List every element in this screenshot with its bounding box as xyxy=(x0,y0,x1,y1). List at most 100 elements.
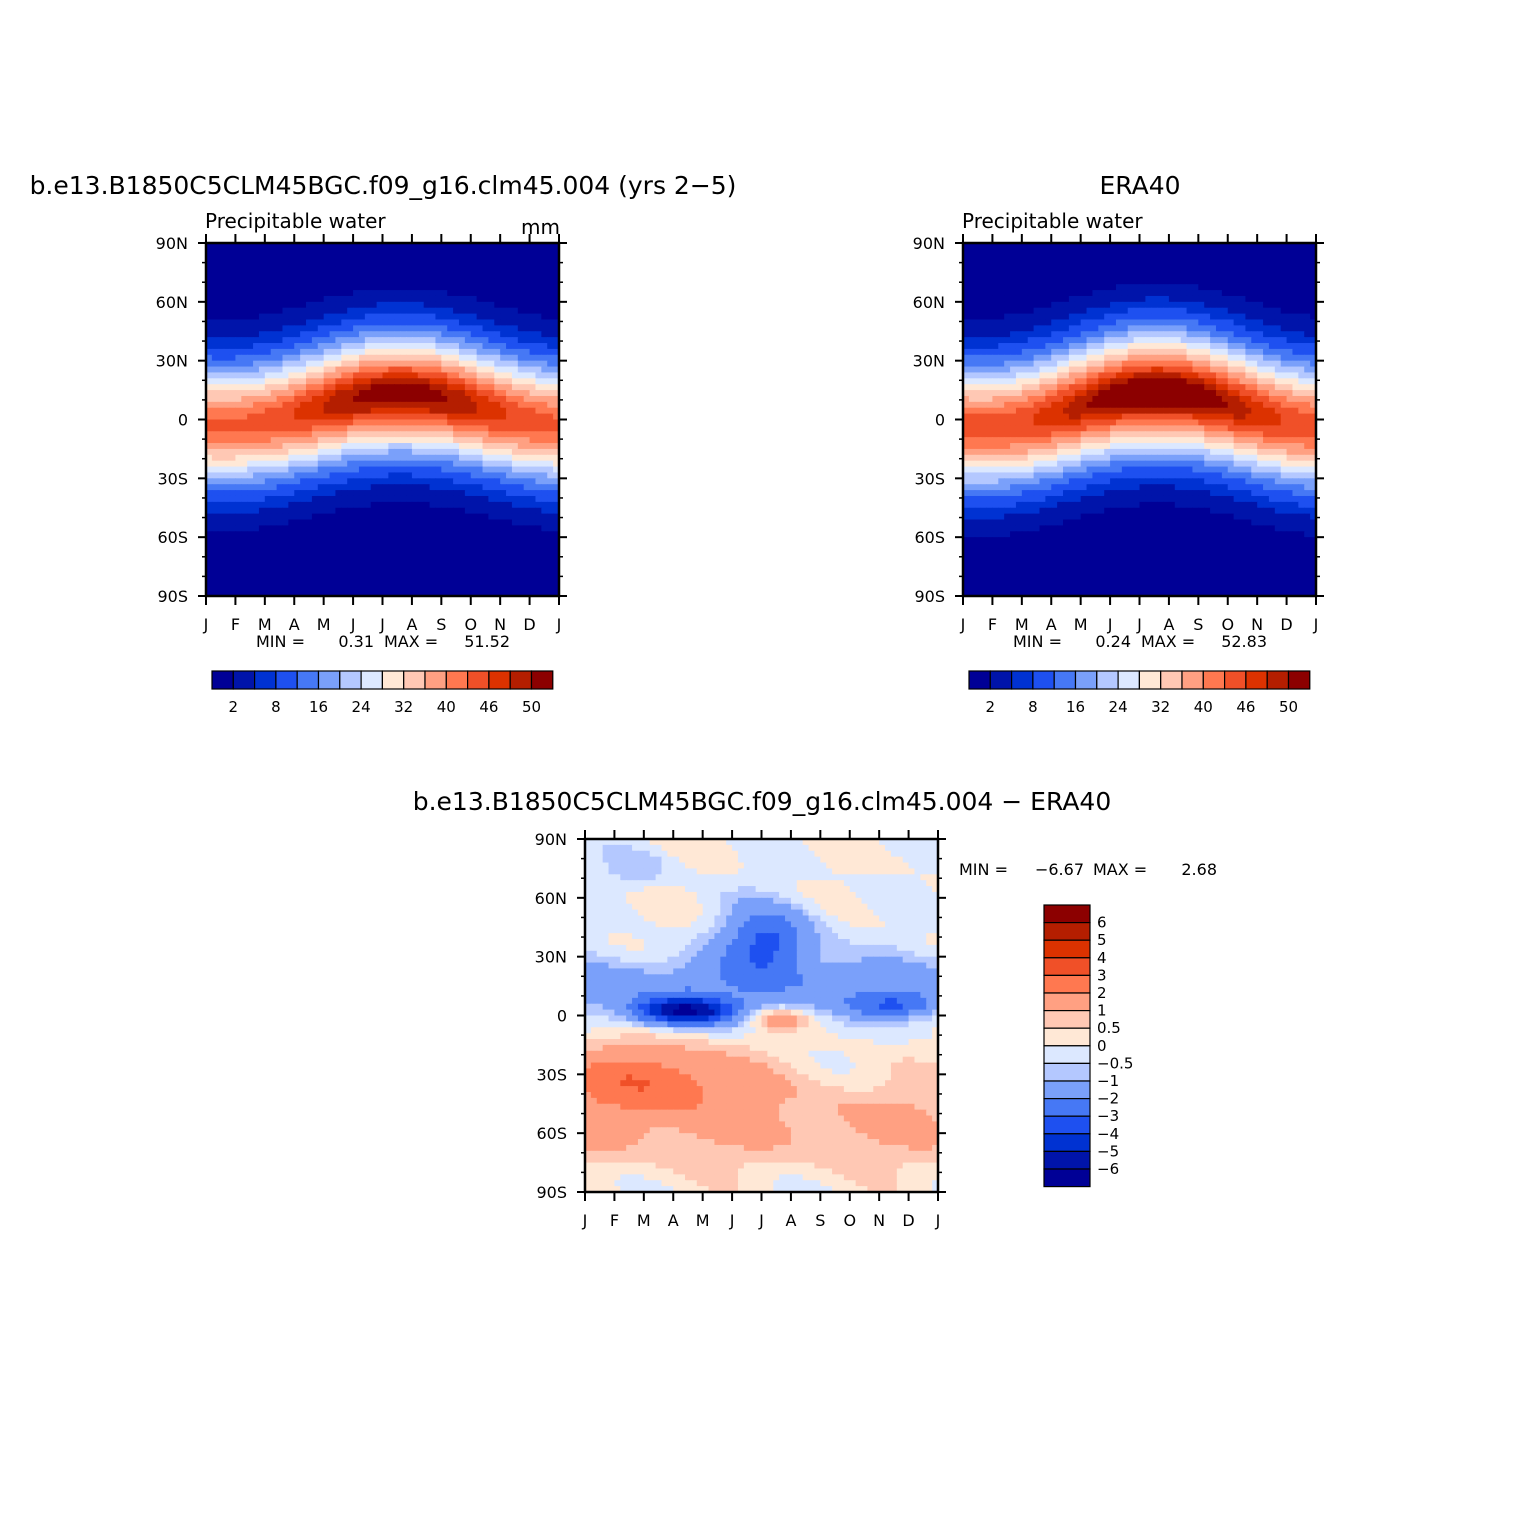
field-cell xyxy=(358,454,366,462)
field-cell xyxy=(329,372,337,379)
field-cell xyxy=(1121,248,1129,256)
field-cell xyxy=(435,266,442,274)
field-cell xyxy=(353,354,360,362)
field-cell xyxy=(229,590,237,597)
field-cell xyxy=(347,454,354,462)
field-cell xyxy=(1121,272,1129,279)
field-cell xyxy=(323,478,331,485)
field-cell xyxy=(453,448,460,456)
colorbar-segment xyxy=(232,670,256,690)
field-cell xyxy=(447,248,454,256)
field-cell xyxy=(388,419,395,426)
field-cell xyxy=(453,543,460,550)
field-cell xyxy=(1133,360,1141,368)
field-cell xyxy=(476,548,484,556)
field-cell xyxy=(1045,284,1052,291)
field-cell xyxy=(223,372,231,379)
field-cell xyxy=(482,325,489,332)
field-cell xyxy=(258,484,266,491)
field-cell xyxy=(417,490,425,497)
field-cell xyxy=(998,366,1005,374)
field-cell xyxy=(998,243,1005,250)
field-cell xyxy=(235,531,242,538)
field-cell xyxy=(358,343,366,350)
field-cell xyxy=(1233,295,1241,303)
field-cell xyxy=(400,513,407,521)
field-cell xyxy=(306,437,313,444)
field-cell xyxy=(506,478,513,485)
field-cell xyxy=(541,525,548,532)
field-cell xyxy=(535,443,542,450)
field-cell xyxy=(494,419,501,426)
field-cell xyxy=(217,395,225,403)
field-cell xyxy=(1274,313,1282,321)
field-cell xyxy=(370,401,378,409)
field-cell xyxy=(1298,248,1305,256)
field-cell xyxy=(229,278,237,285)
field-cell xyxy=(317,431,325,438)
field-cell xyxy=(394,248,401,256)
field-cell xyxy=(217,537,225,544)
field-cell xyxy=(1268,301,1276,309)
field-cell xyxy=(394,572,401,579)
field-cell xyxy=(423,260,431,268)
field-cell xyxy=(1221,272,1229,279)
field-cell xyxy=(417,343,425,350)
field-cell xyxy=(441,354,448,362)
field-cell xyxy=(1174,343,1182,350)
field-cell xyxy=(1274,307,1282,315)
field-cell xyxy=(529,331,537,338)
field-cell xyxy=(341,413,348,421)
field-cell xyxy=(329,260,337,268)
field-cell xyxy=(335,301,342,309)
field-cell xyxy=(1192,325,1199,332)
field-cell xyxy=(511,243,519,250)
field-cell xyxy=(523,437,531,444)
field-cell xyxy=(1027,284,1035,291)
field-cell xyxy=(1021,313,1029,321)
field-cell xyxy=(1010,307,1017,315)
field-cell xyxy=(500,295,507,303)
field-cell xyxy=(341,407,348,415)
field-cell xyxy=(370,301,378,309)
field-cell xyxy=(523,290,531,297)
field-cell xyxy=(968,348,976,356)
field-cell xyxy=(447,419,454,426)
field-cell xyxy=(553,372,560,379)
field-cell xyxy=(306,407,313,415)
field-cell xyxy=(394,243,401,250)
field-cell xyxy=(258,578,266,585)
field-cell xyxy=(1198,348,1205,356)
field-cell xyxy=(541,243,548,250)
field-cell xyxy=(441,548,448,556)
field-cell xyxy=(335,325,342,332)
field-cell xyxy=(1157,331,1164,338)
field-cell xyxy=(241,395,248,403)
field-cell xyxy=(1221,313,1229,321)
field-cell xyxy=(258,513,266,521)
field-cell xyxy=(311,490,319,497)
field-cell xyxy=(458,513,466,521)
field-cell xyxy=(241,413,248,421)
field-cell xyxy=(223,419,231,426)
field-cell xyxy=(382,301,389,309)
field-cell xyxy=(370,466,378,474)
field-cell xyxy=(423,301,431,309)
field-cell xyxy=(241,584,248,591)
field-cell xyxy=(511,437,519,444)
field-cell xyxy=(358,566,366,574)
field-cell xyxy=(217,472,225,479)
field-cell xyxy=(453,431,460,438)
field-cell xyxy=(288,278,295,285)
field-cell xyxy=(335,484,342,491)
field-cell xyxy=(541,384,548,391)
field-cell xyxy=(1245,313,1252,321)
field-cell xyxy=(211,272,219,279)
field-cell xyxy=(1227,307,1235,315)
field-cell xyxy=(511,378,519,385)
field-cell xyxy=(464,266,472,274)
field-cell xyxy=(1104,301,1111,309)
field-cell xyxy=(247,290,254,297)
field-cell xyxy=(458,354,466,362)
field-cell xyxy=(211,354,219,362)
